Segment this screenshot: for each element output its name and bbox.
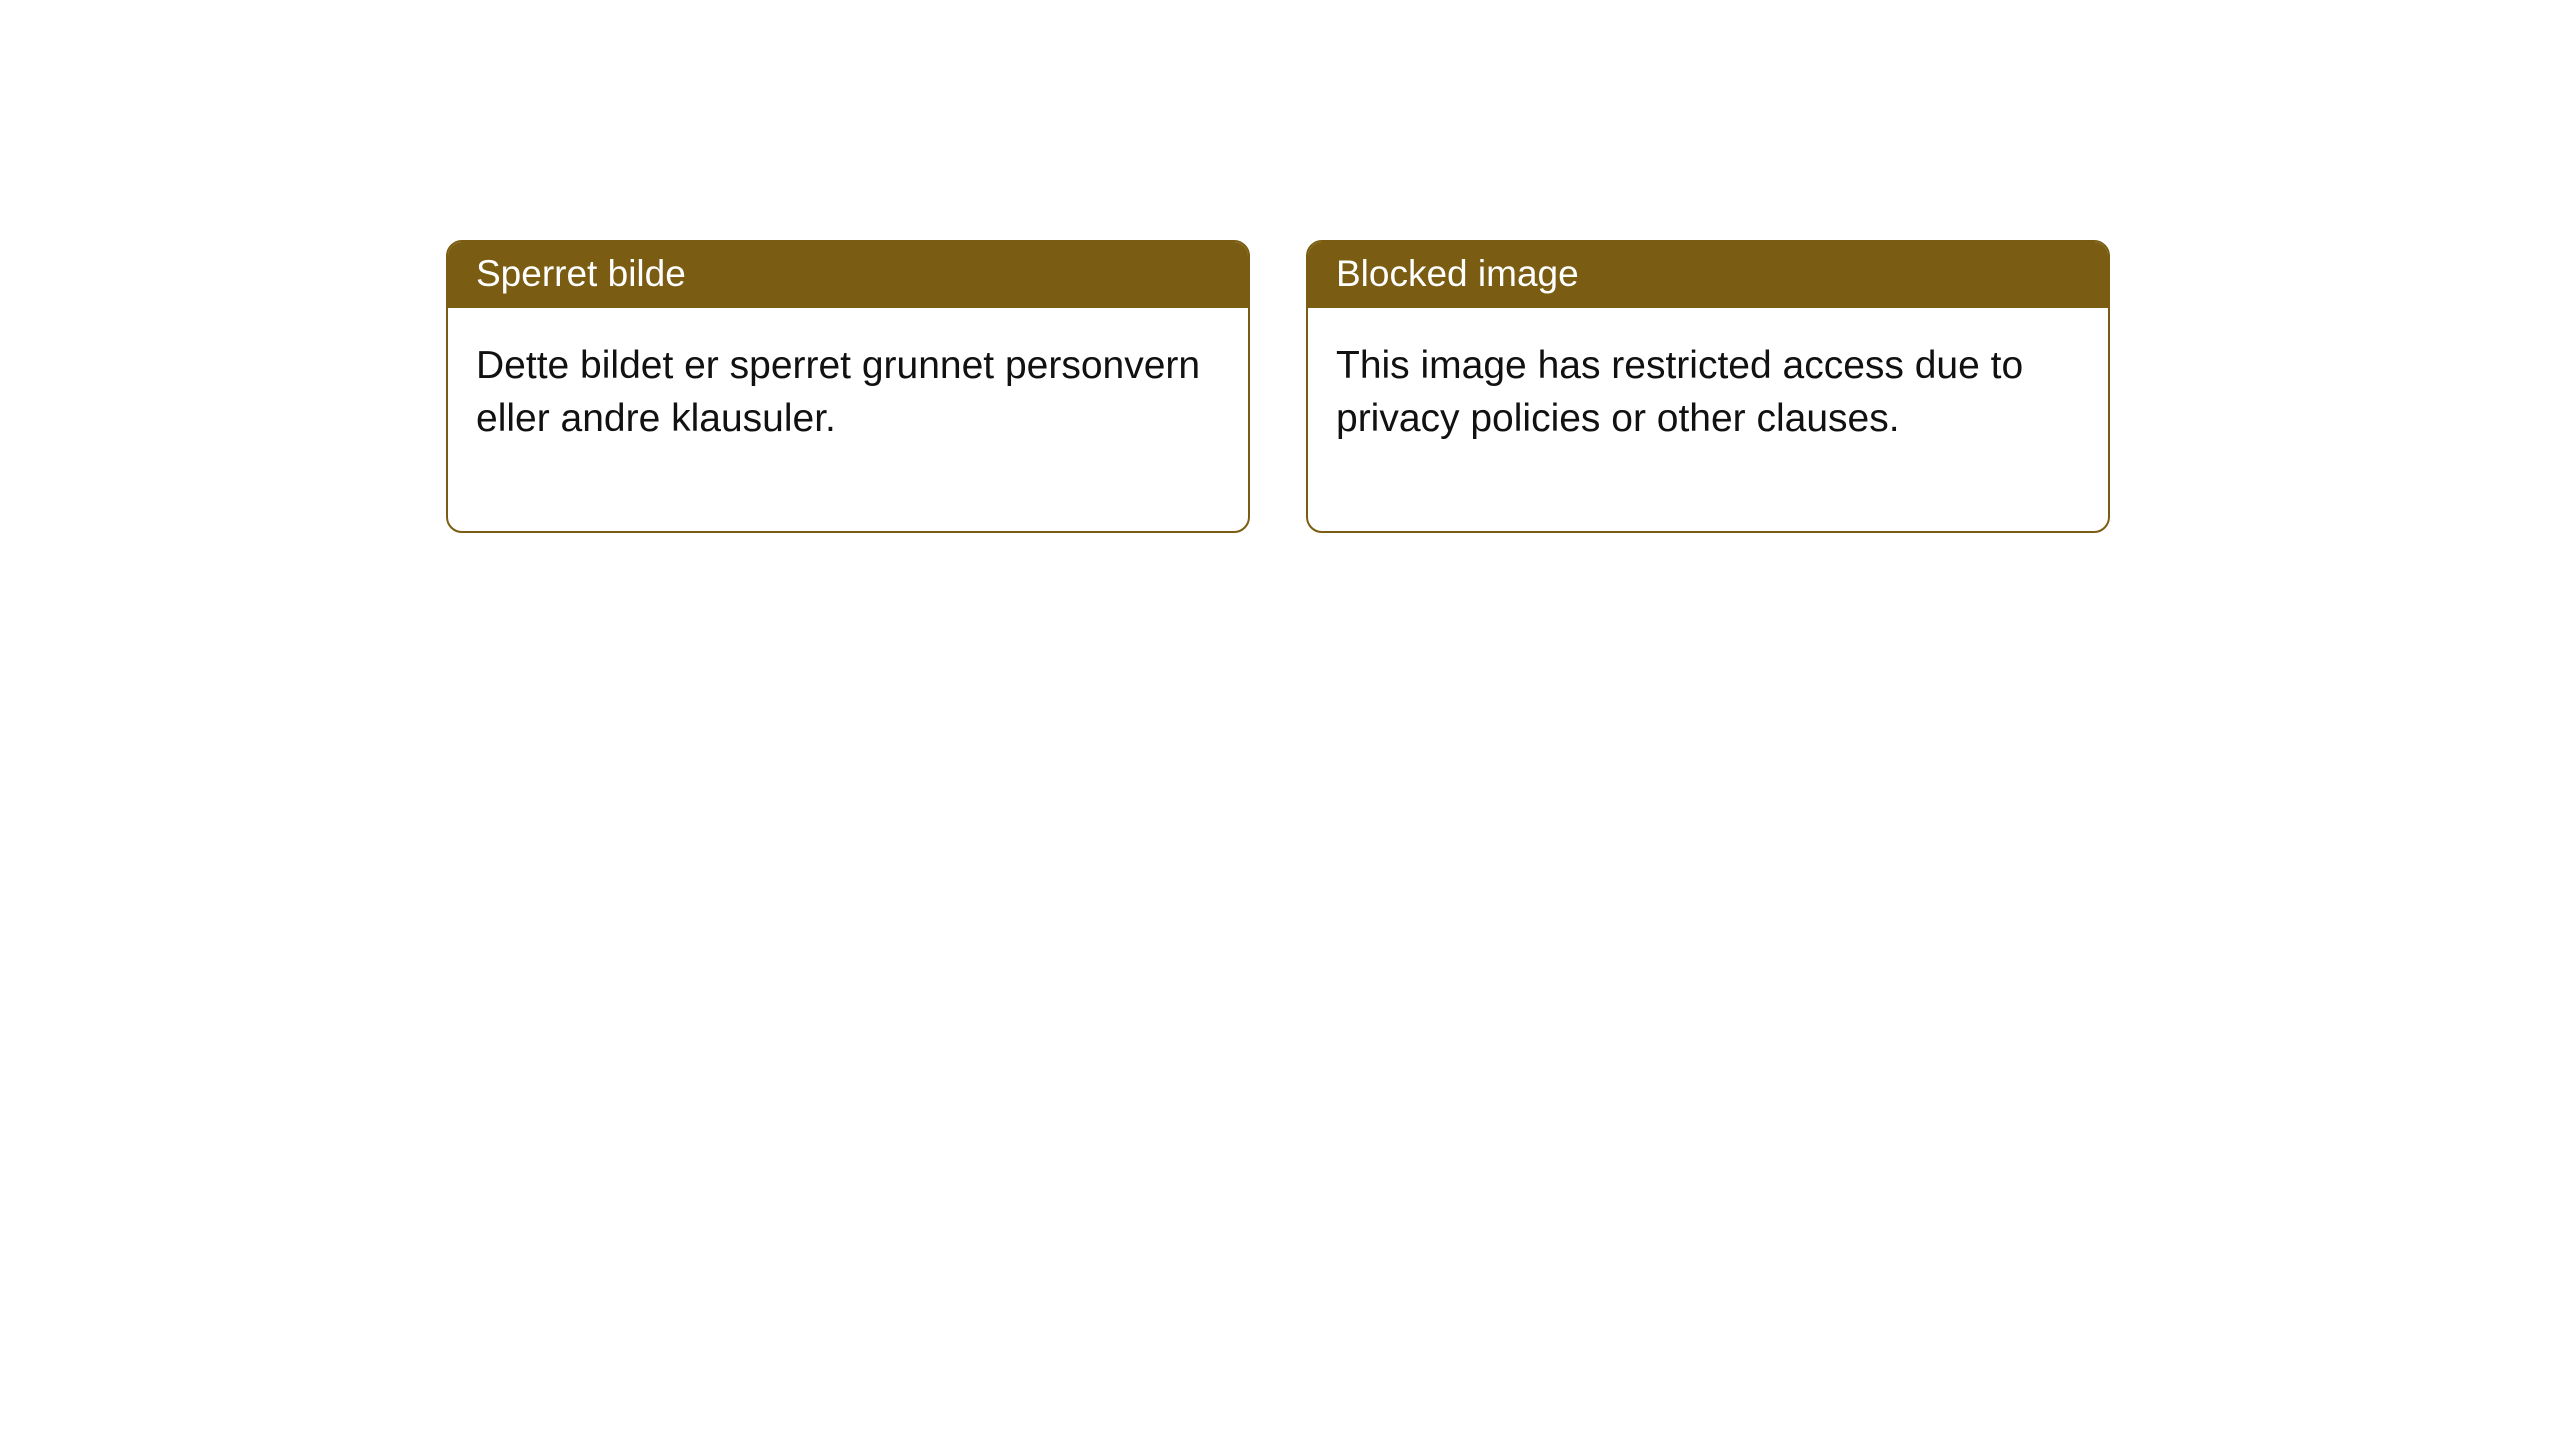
notice-body-norwegian: Dette bildet er sperret grunnet personve… [448, 308, 1248, 531]
notice-card-norwegian: Sperret bilde Dette bildet er sperret gr… [446, 240, 1250, 533]
notice-title-english: Blocked image [1308, 242, 2108, 308]
notice-card-english: Blocked image This image has restricted … [1306, 240, 2110, 533]
notice-title-norwegian: Sperret bilde [448, 242, 1248, 308]
notice-container: Sperret bilde Dette bildet er sperret gr… [0, 0, 2560, 533]
notice-body-english: This image has restricted access due to … [1308, 308, 2108, 531]
